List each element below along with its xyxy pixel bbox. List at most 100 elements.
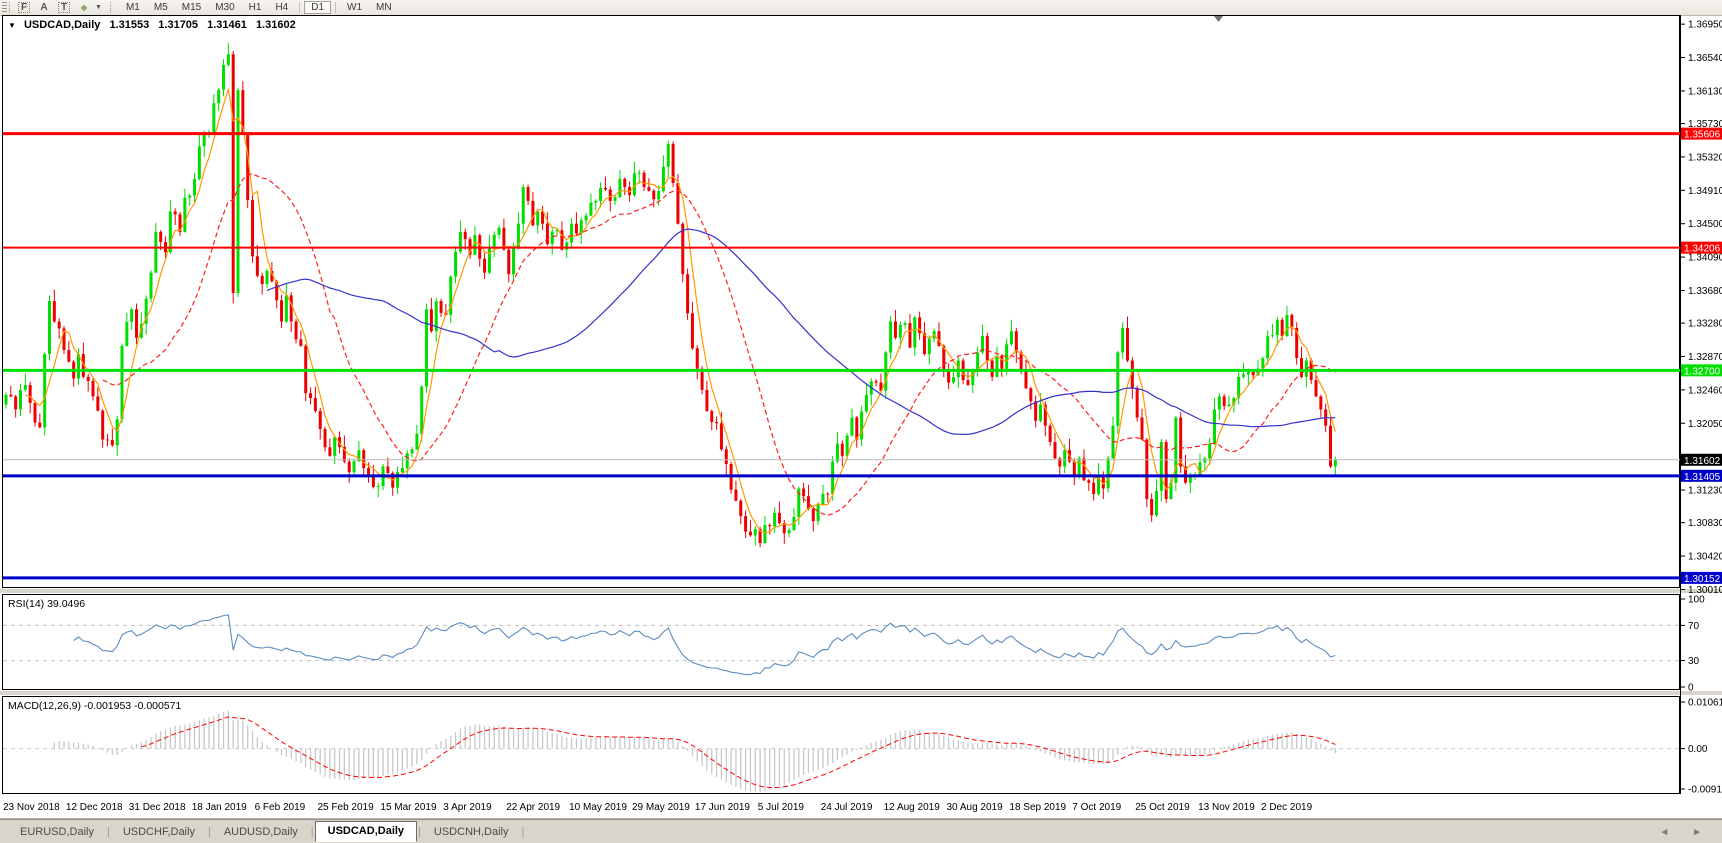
toolbar-separator	[109, 2, 114, 13]
svg-text:30 Aug 2019: 30 Aug 2019	[947, 802, 1004, 813]
candlestick-layer	[4, 42, 1337, 548]
svg-text:3 Apr 2019: 3 Apr 2019	[443, 802, 492, 813]
price-low: 1.31461	[207, 19, 247, 31]
svg-text:18 Jan 2019: 18 Jan 2019	[192, 802, 247, 813]
tab-eurusd[interactable]: EURUSD,Daily	[20, 825, 94, 838]
tab-scroll-left-icon[interactable]: ◄	[1659, 826, 1680, 838]
svg-text:1.36950: 1.36950	[1688, 20, 1722, 31]
timeframe-button-h4[interactable]: H4	[275, 2, 289, 13]
price-close: 1.31602	[255, 19, 296, 31]
panel-splitter	[0, 589, 1722, 593]
svg-text:18 Sep 2019: 18 Sep 2019	[1009, 802, 1066, 813]
tab-usdcnh[interactable]: USDCNH,Daily	[433, 825, 509, 838]
svg-text:0.010615: 0.010615	[1688, 698, 1722, 709]
fibonacci-retracement-icon[interactable]: F	[15, 1, 33, 14]
macd-signal-line	[141, 716, 1336, 789]
svg-text:31 Dec 2018: 31 Dec 2018	[129, 802, 186, 813]
svg-text:1.34090: 1.34090	[1688, 253, 1722, 264]
svg-text:25 Oct 2019: 25 Oct 2019	[1135, 802, 1190, 813]
svg-text:30: 30	[1688, 656, 1700, 667]
svg-text:1.35730: 1.35730	[1688, 119, 1722, 130]
svg-text:1.31230: 1.31230	[1688, 486, 1722, 497]
toolbar: F A T ◆ ▼ M1 M5 M15 M30 H1 H4 D1 W1 MN	[0, 0, 1722, 16]
svg-text:1.33280: 1.33280	[1688, 319, 1722, 330]
svg-text:1.30420: 1.30420	[1688, 552, 1722, 563]
rsi-indicator-label: RSI(14) 39.0496	[8, 598, 86, 610]
ma-21-line	[102, 173, 1336, 516]
arrows-tool-icon[interactable]: ◆	[80, 3, 88, 12]
toolbar-grip-handle[interactable]	[2, 2, 10, 13]
ma-5-line	[25, 88, 1336, 534]
svg-text:12 Dec 2018: 12 Dec 2018	[66, 802, 123, 813]
chart-symbol: USDCAD,Daily	[23, 19, 101, 31]
svg-text:1.32050: 1.32050	[1688, 419, 1722, 430]
moving-average-layer	[25, 88, 1336, 534]
text-label-tool-icon[interactable]: T	[55, 1, 73, 14]
svg-text:-0.00918: -0.00918	[1688, 785, 1722, 796]
rsi-layer: 100 70 30 0	[3, 595, 1705, 694]
svg-text:1.34206: 1.34206	[1684, 244, 1721, 255]
svg-text:13 Nov 2019: 13 Nov 2019	[1198, 802, 1255, 813]
chart-title: ▼ USDCAD,Daily 1.31553 1.31705 1.31461 1…	[8, 19, 296, 31]
timeframe-button-mn[interactable]: MN	[376, 2, 392, 13]
svg-text:1.30010: 1.30010	[1688, 585, 1722, 596]
panel-splitter	[0, 691, 1722, 695]
svg-text:6 Feb 2019: 6 Feb 2019	[255, 802, 306, 813]
svg-text:2 Dec 2019: 2 Dec 2019	[1261, 802, 1313, 813]
timeframe-button-m15[interactable]: M15	[181, 2, 202, 13]
tab-separator: |	[521, 826, 525, 838]
svg-text:25 Feb 2019: 25 Feb 2019	[318, 802, 375, 813]
macd-indicator-label: MACD(12,26,9) -0.001953 -0.000571	[8, 700, 182, 712]
tab-usdcad[interactable]: USDCAD,Daily	[314, 821, 418, 842]
svg-text:1.34500: 1.34500	[1688, 219, 1722, 230]
svg-text:1.32700: 1.32700	[1684, 366, 1721, 377]
tab-separator: |	[207, 826, 211, 838]
svg-text:1.33680: 1.33680	[1688, 286, 1722, 297]
main-chart-panel	[2, 15, 1680, 588]
timeframe-button-h1[interactable]: H1	[248, 2, 262, 13]
tab-audusd[interactable]: AUDUSD,Daily	[223, 825, 298, 838]
arrows-dropdown-caret[interactable]: ▼	[95, 4, 102, 11]
timeframe-button-d1[interactable]: D1	[304, 1, 332, 14]
svg-text:22 Apr 2019: 22 Apr 2019	[506, 802, 560, 813]
chart-title-dropdown-icon[interactable]: ▼	[8, 21, 16, 30]
svg-text:23 Nov 2018: 23 Nov 2018	[3, 802, 60, 813]
svg-text:1.30152: 1.30152	[1684, 574, 1721, 585]
svg-text:5 Jul 2019: 5 Jul 2019	[758, 802, 805, 813]
price-axis[interactable]: 1.36950 1.36540 1.36130 1.35730 1.35320 1.349…	[1681, 20, 1722, 596]
svg-text:1.36130: 1.36130	[1688, 86, 1722, 97]
svg-text:1.35606: 1.35606	[1684, 130, 1721, 141]
svg-text:1.36540: 1.36540	[1688, 53, 1722, 64]
svg-text:7 Oct 2019: 7 Oct 2019	[1072, 802, 1121, 813]
svg-text:1.31405: 1.31405	[1684, 472, 1721, 483]
timeframe-button-m5[interactable]: M5	[153, 2, 168, 13]
svg-text:29 May 2019: 29 May 2019	[632, 802, 690, 813]
macd-panel	[2, 696, 1680, 794]
levels-layer	[3, 132, 1680, 580]
svg-text:70: 70	[1688, 621, 1700, 632]
svg-text:15 Mar 2019: 15 Mar 2019	[380, 802, 437, 813]
chart-tabs: EURUSD,Daily | USDCHF,Daily | AUDUSD,Daily | U…	[8, 820, 525, 843]
svg-text:1.30830: 1.30830	[1688, 518, 1722, 529]
price-open: 1.31553	[109, 19, 150, 31]
svg-text:1.32460: 1.32460	[1688, 385, 1722, 396]
svg-text:24 Jul 2019: 24 Jul 2019	[821, 802, 873, 813]
tab-usdchf[interactable]: USDCHF,Daily	[122, 825, 195, 838]
chart-tab-bar: EURUSD,Daily | USDCHF,Daily | AUDUSD,Daily | U…	[0, 819, 1722, 843]
timeframe-button-m30[interactable]: M30	[215, 2, 235, 13]
timeframe-button-m1[interactable]: M1	[125, 2, 140, 13]
svg-text:12 Aug 2019: 12 Aug 2019	[884, 802, 941, 813]
timeframe-button-w1[interactable]: W1	[347, 2, 363, 13]
svg-text:1.34910: 1.34910	[1688, 186, 1722, 197]
text-tool-icon[interactable]: A	[40, 2, 48, 13]
svg-text:1.31602: 1.31602	[1684, 456, 1721, 467]
tab-scroll-right-icon[interactable]: ►	[1692, 826, 1712, 838]
svg-text:100: 100	[1688, 595, 1705, 606]
tab-separator: |	[106, 826, 110, 838]
timeframe-buttons: M1 M5 M15 M30 H1 H4 D1 W1 MN	[119, 1, 399, 14]
ma-55-line	[266, 228, 1336, 436]
svg-text:17 Jun 2019: 17 Jun 2019	[695, 802, 750, 813]
date-axis[interactable]: 23 Nov 2018 12 Dec 2018 31 Dec 2018 18 Jan …	[3, 802, 1313, 813]
